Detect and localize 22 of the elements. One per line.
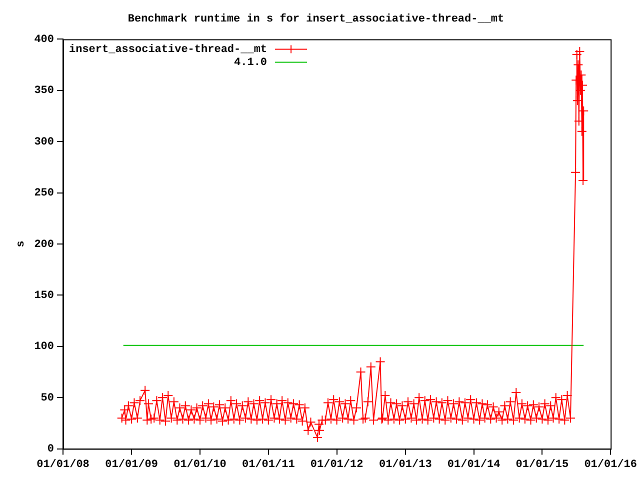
x-tick-label: 01/01/08 <box>36 459 90 472</box>
y-tick-label: 400 <box>34 34 54 46</box>
legend-label: 4.1.0 <box>234 56 268 69</box>
x-tick-label: 01/01/14 <box>447 459 501 472</box>
y-axis-title: s <box>15 240 28 248</box>
x-tick-label: 01/01/10 <box>174 459 226 472</box>
legend-label: insert_associative-thread-__mt <box>68 44 268 56</box>
y-tick-label: 300 <box>34 136 54 148</box>
x-tick-label: 01/01/12 <box>310 459 364 472</box>
x-tick-label: 01/01/11 <box>242 459 296 472</box>
x-tick-label: 01/01/09 <box>105 459 158 472</box>
y-tick-label: 0 <box>47 444 54 456</box>
chart-title: Benchmark runtime in s for insert_associative-thread-__mt <box>128 12 504 26</box>
x-tick-label: 01/01/13 <box>378 459 432 472</box>
y-tick-label: 250 <box>34 188 54 200</box>
y-tick-label: 100 <box>34 341 54 354</box>
y-tick-label: 350 <box>34 85 54 98</box>
y-tick-label: 200 <box>34 238 54 251</box>
y-tick-label: 50 <box>40 392 54 404</box>
y-tick-label: 150 <box>34 290 54 302</box>
x-tick-label: 01/01/16 <box>584 459 637 472</box>
x-tick-label: 01/01/15 <box>516 459 569 472</box>
